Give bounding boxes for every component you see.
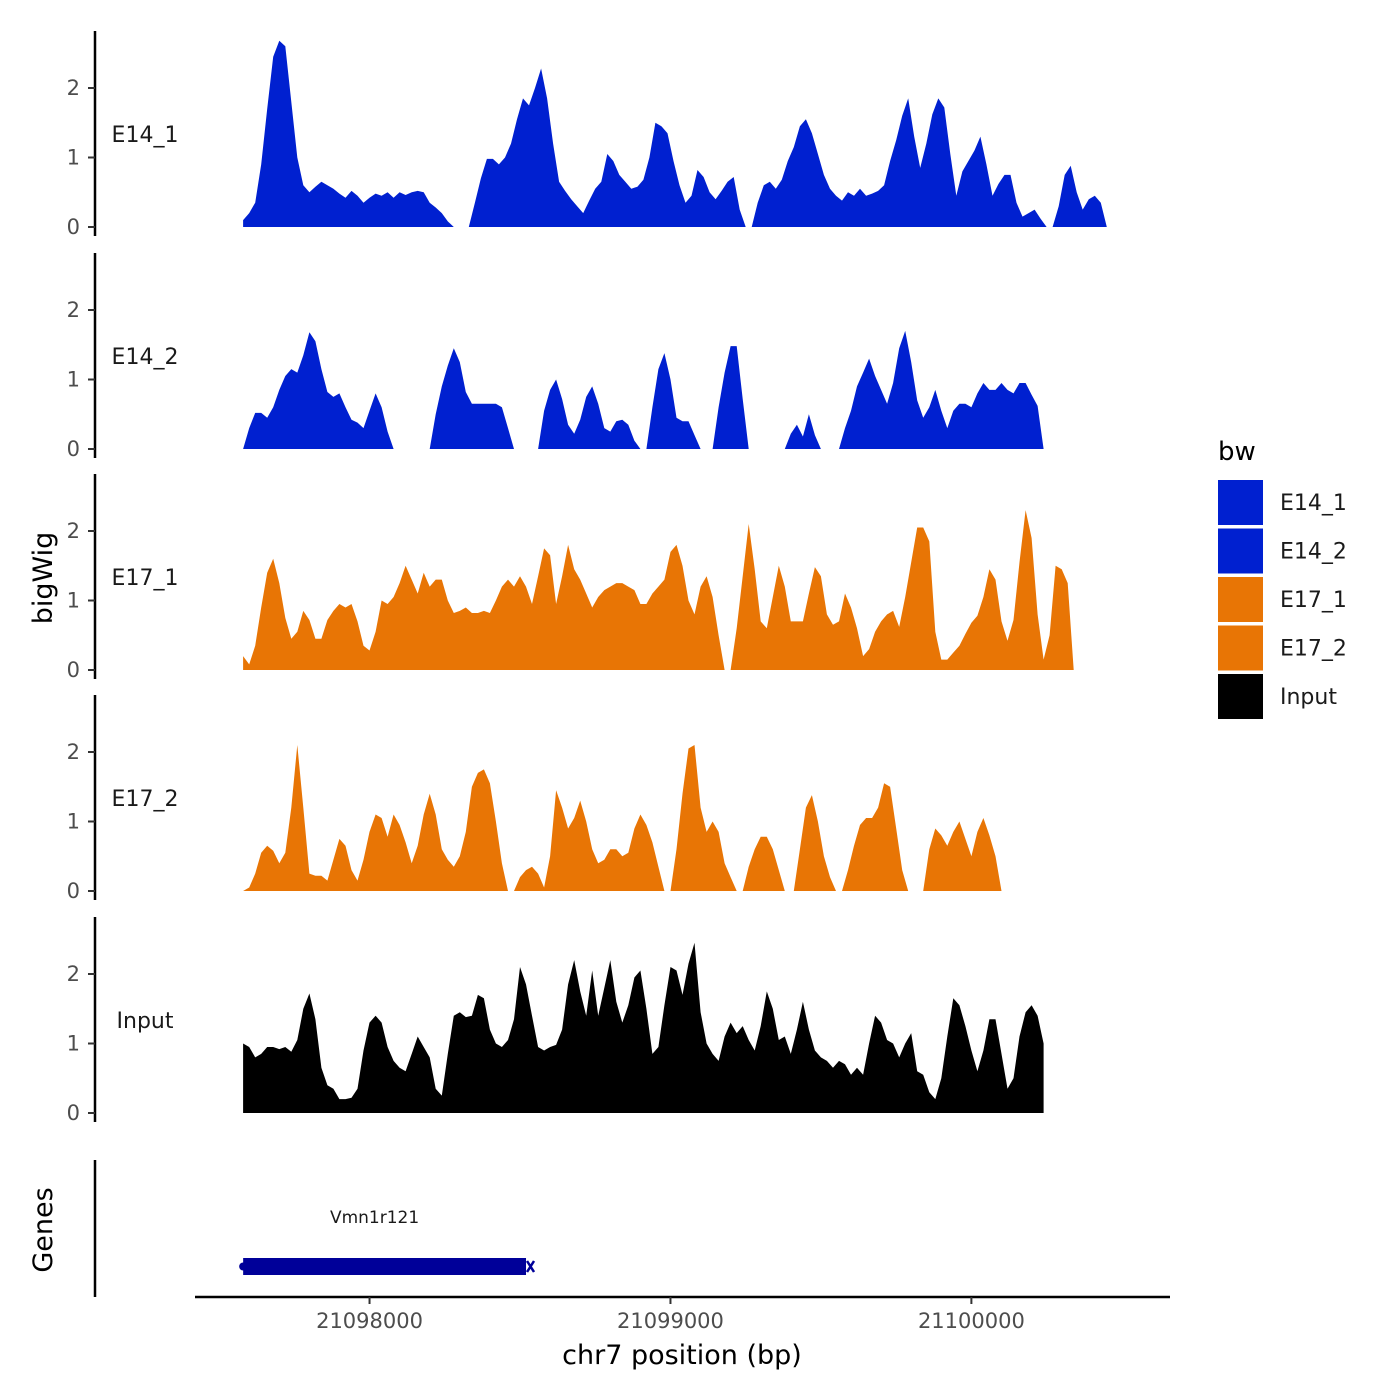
coverage-area xyxy=(784,414,821,449)
y-tick-label: 2 xyxy=(67,519,80,543)
coverage-area xyxy=(839,330,1044,449)
coverage-area xyxy=(712,346,749,449)
legend-label: Input xyxy=(1280,685,1337,710)
legend-label: E17_1 xyxy=(1280,588,1347,613)
coverage-area xyxy=(243,745,508,891)
y-axis-title: bigWig xyxy=(28,532,59,625)
y-tick-label: 1 xyxy=(67,810,80,834)
y-tick-label: 1 xyxy=(67,589,80,613)
coverage-area xyxy=(1052,165,1107,227)
coverage-area xyxy=(670,745,737,891)
legend-item-input: Input xyxy=(1218,674,1337,719)
y-tick-label: 1 xyxy=(67,1032,80,1056)
y-tick-label: 2 xyxy=(67,298,80,322)
legend-item-e14-2: E14_2 xyxy=(1218,528,1347,574)
track-e14-1: 0 1 2 E14_1 xyxy=(67,31,1107,239)
tracks-layer: 0 1 2 E14_1 0 1 2 E14_2 0 1 2 E17_1 0 1 2 E17_2 0 1 2 Input xyxy=(67,31,1107,1125)
y-tick-label: 0 xyxy=(67,1101,80,1125)
y-tick-label: 2 xyxy=(67,740,80,764)
track-label: E17_1 xyxy=(112,566,179,591)
coverage-area xyxy=(243,544,725,670)
x-axis: 21098000 21099000 21100000 xyxy=(195,1295,1170,1333)
y-tick-label: 0 xyxy=(67,215,80,239)
y-tick-label: 0 xyxy=(67,658,80,682)
coverage-area xyxy=(538,379,641,449)
legend-swatch xyxy=(1218,528,1263,574)
track-input: 0 1 2 Input xyxy=(67,917,1044,1125)
legend-swatch xyxy=(1218,625,1263,671)
track-e17-2: 0 1 2 E17_2 xyxy=(67,695,1002,903)
track-label: E14_2 xyxy=(112,345,179,370)
coverage-area xyxy=(730,510,1074,670)
genes-axis-title: Genes xyxy=(28,1187,59,1272)
coverage-area xyxy=(243,332,394,449)
x-tick-label: 21100000 xyxy=(918,1309,1025,1333)
genes-layer: Vmn1r121 xyxy=(93,1160,536,1297)
coverage-area xyxy=(646,353,701,449)
coverage-area xyxy=(842,783,909,891)
legend-swatch xyxy=(1218,674,1263,719)
x-axis-title: chr7 position (bp) xyxy=(562,1340,802,1371)
y-tick-label: 0 xyxy=(67,437,80,461)
coverage-area xyxy=(751,98,1047,228)
gene-end-marker xyxy=(525,1260,536,1273)
coverage-area xyxy=(243,942,1044,1113)
track-label: E14_1 xyxy=(112,123,179,148)
legend-item-e17-1: E17_1 xyxy=(1218,577,1347,622)
track-label: Input xyxy=(117,1009,174,1034)
gene-start-marker xyxy=(239,1262,248,1271)
x-tick-label: 21099000 xyxy=(617,1309,724,1333)
legend-swatch xyxy=(1218,577,1263,622)
coverage-area xyxy=(514,790,665,891)
track-label: E17_2 xyxy=(112,787,179,812)
legend: E14_1 E14_2 E17_1 E17_2 Input xyxy=(1218,480,1347,719)
track-e17-1: 0 1 2 E17_1 xyxy=(67,474,1074,682)
x-tick-label: 21098000 xyxy=(316,1309,423,1333)
coverage-area xyxy=(742,836,785,891)
legend-label: E14_2 xyxy=(1280,540,1347,565)
legend-item-e17-2: E17_2 xyxy=(1218,625,1347,671)
gene-body xyxy=(243,1258,527,1275)
legend-item-e14-1: E14_1 xyxy=(1218,480,1347,525)
coverage-area xyxy=(923,818,1002,891)
legend-swatch xyxy=(1218,480,1263,525)
y-tick-label: 1 xyxy=(67,368,80,392)
legend-label: E17_2 xyxy=(1280,637,1347,662)
track-e14-2: 0 1 2 E14_2 xyxy=(67,253,1044,461)
coverage-area xyxy=(468,68,746,227)
coverage-area xyxy=(243,40,454,228)
legend-label: E14_1 xyxy=(1280,491,1347,516)
gene-vmn1r121: Vmn1r121 xyxy=(239,1208,536,1275)
y-tick-label: 2 xyxy=(67,76,80,100)
gene-label: Vmn1r121 xyxy=(330,1208,419,1228)
coverage-area xyxy=(429,348,514,449)
y-tick-label: 1 xyxy=(67,146,80,170)
y-tick-label: 0 xyxy=(67,879,80,903)
coverage-area xyxy=(793,795,836,891)
y-tick-label: 2 xyxy=(67,962,80,986)
legend-title: bw xyxy=(1218,437,1256,467)
